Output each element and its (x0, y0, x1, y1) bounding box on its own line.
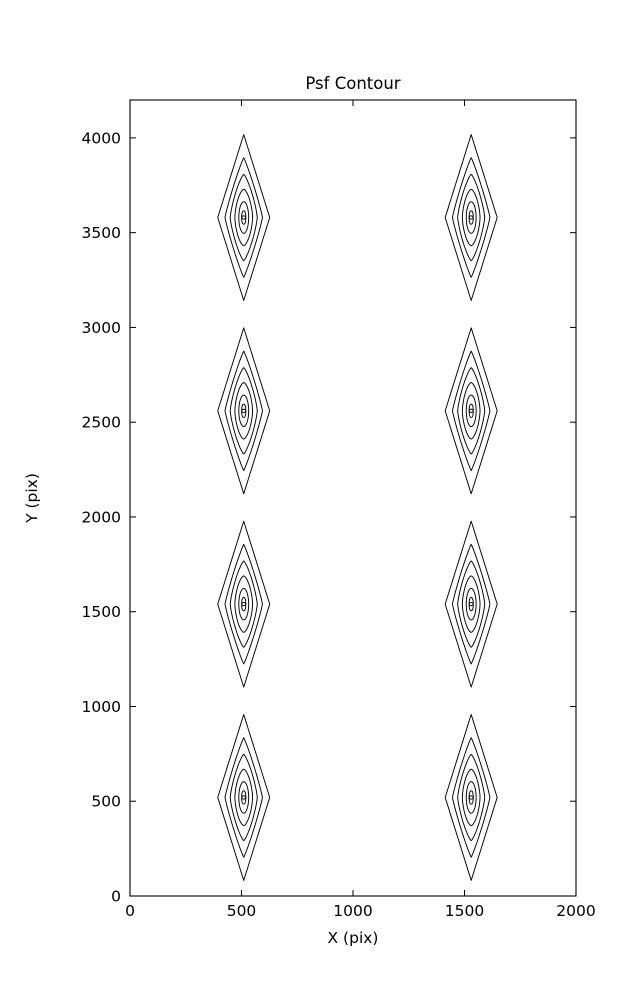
contour-level-0 (444, 520, 498, 688)
y-tick-label: 2500 (82, 414, 121, 432)
contour-level-2 (457, 173, 486, 262)
contour-level-1 (451, 737, 491, 858)
contour-level-3 (461, 382, 481, 440)
page-title: Psf Contour (305, 74, 400, 93)
contour-peak (241, 602, 247, 607)
y-axis-label: Y (pix) (23, 473, 41, 524)
psf-c2-r3 (444, 327, 498, 495)
psf-c2-r4 (444, 134, 498, 301)
y-tick-label: 500 (91, 793, 121, 811)
y-tick-label: 2000 (82, 508, 121, 526)
contour-level-1 (451, 157, 491, 278)
y-tick-label: 0 (111, 888, 121, 906)
contour-level-1 (224, 737, 263, 858)
contour-level-3 (461, 188, 481, 247)
y-tick-label: 1000 (82, 698, 121, 716)
contour-peak (241, 408, 247, 413)
contour-level-4 (238, 394, 250, 428)
contour-level-3 (234, 188, 254, 247)
contour-level-2 (229, 173, 258, 262)
y-tick-label: 1500 (82, 603, 121, 621)
contour-level-4 (238, 201, 250, 234)
contour-level-1 (224, 350, 263, 472)
contour-peak (241, 215, 247, 220)
contour-level-0 (444, 134, 498, 301)
contour-level-4 (465, 201, 477, 234)
x-tick-label: 500 (227, 902, 257, 920)
psf-c1-r2 (217, 520, 271, 688)
contour-level-2 (457, 367, 486, 455)
contour-peak (241, 795, 247, 800)
contour-level-1 (224, 543, 263, 665)
contour-level-4 (238, 587, 250, 621)
contour-peak (468, 408, 474, 413)
psf-c1-r1 (217, 714, 271, 881)
contour-level-2 (229, 560, 258, 648)
plot-background (130, 100, 576, 896)
x-tick-label: 0 (125, 902, 135, 920)
contour-peak (468, 602, 474, 607)
contour-layer (217, 134, 498, 881)
x-axis-label: X (pix) (328, 929, 379, 947)
psf-c2-r1 (444, 714, 498, 881)
contour-level-1 (451, 350, 491, 472)
x-tick-label: 1500 (445, 902, 484, 920)
contour-level-4 (465, 587, 477, 621)
y-tick-label: 4000 (82, 129, 121, 147)
contour-level-2 (457, 560, 486, 648)
contour-level-3 (461, 768, 481, 827)
contour-level-4 (465, 781, 477, 814)
contour-level-2 (229, 753, 258, 842)
contour-level-3 (234, 382, 254, 440)
x-tick-label: 2000 (556, 902, 595, 920)
psf-c1-r3 (217, 327, 271, 495)
contour-level-0 (444, 327, 498, 495)
contour-level-0 (217, 714, 271, 881)
contour-level-3 (461, 575, 481, 633)
contour-level-4 (238, 781, 250, 814)
x-tick-label: 1000 (333, 902, 372, 920)
y-tick-label: 3500 (82, 224, 121, 242)
contour-level-1 (224, 157, 263, 278)
contour-level-2 (229, 367, 258, 455)
y-tick-label: 3000 (82, 319, 121, 337)
contour-level-0 (217, 134, 271, 301)
contour-level-4 (465, 394, 477, 428)
contour-level-3 (234, 575, 254, 633)
contour-peak (468, 795, 474, 800)
tick-labels-layer: 0 500 1000 1500 2000 0 500 1000 1500 2000 2500 3000… (82, 129, 596, 920)
contour-peak (468, 215, 474, 220)
contour-level-3 (234, 768, 254, 827)
contour-level-0 (444, 714, 498, 881)
contour-level-1 (451, 543, 491, 665)
contour-level-0 (217, 327, 271, 495)
psf-c1-r4 (217, 134, 271, 301)
contour-level-0 (217, 520, 271, 688)
contour-level-2 (457, 753, 486, 842)
psf-c2-r2 (444, 520, 498, 688)
ticks-layer (129, 100, 577, 897)
